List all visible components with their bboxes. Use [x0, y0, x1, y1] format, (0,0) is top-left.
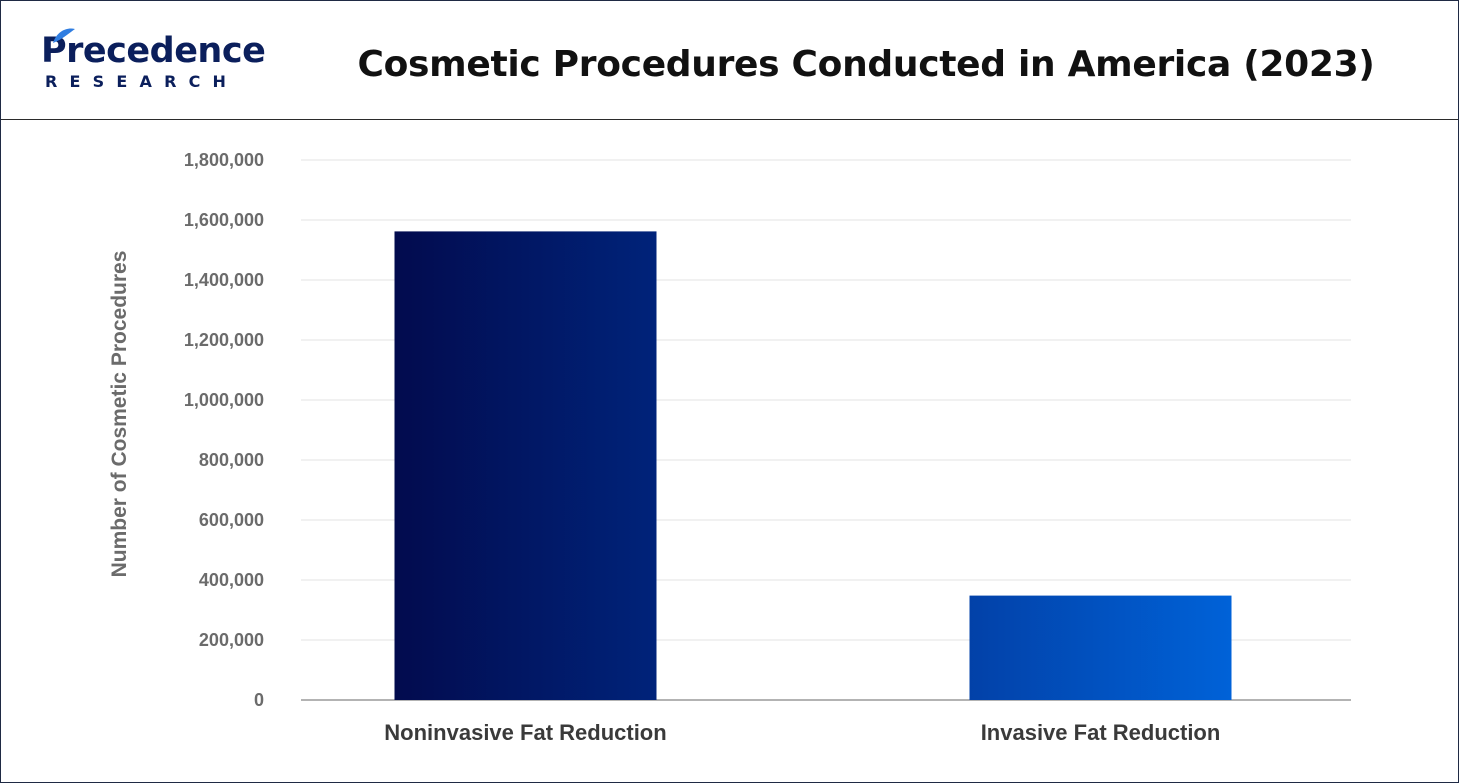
y-tick-label: 600,000: [199, 510, 264, 530]
y-axis-label: Number of Cosmetic Procedures: [108, 251, 131, 578]
y-tick-label: 1,200,000: [184, 330, 264, 350]
x-axis-categories: Noninvasive Fat Reduction Invasive Fat Re…: [384, 720, 1220, 745]
bars: [394, 231, 1232, 700]
bar-noninvasive: [394, 231, 657, 700]
y-tick-label: 800,000: [199, 450, 264, 470]
y-tick-label: 1,600,000: [184, 210, 264, 230]
bar-invasive: [969, 595, 1232, 700]
brand-subtitle: RESEARCH: [45, 72, 239, 91]
y-tick-label: 1,400,000: [184, 270, 264, 290]
leaf-icon: [53, 28, 75, 43]
y-tick-label: 200,000: [199, 630, 264, 650]
brand-name: Precedence: [41, 31, 266, 71]
x-category-label: Invasive Fat Reduction: [981, 720, 1221, 745]
bar-chart: 0 200,000 400,000 600,000 800,000 1,000,000 1,…: [108, 150, 1351, 745]
x-category-label: Noninvasive Fat Reduction: [384, 720, 666, 745]
brand-logo: Precedence RESEARCH: [41, 28, 266, 101]
y-tick-label: 1,000,000: [184, 390, 264, 410]
y-axis-ticks: 0 200,000 400,000 600,000 800,000 1,000,000 1,…: [184, 150, 264, 710]
y-tick-label: 1,800,000: [184, 150, 264, 170]
y-tick-label: 400,000: [199, 570, 264, 590]
chart-title: Cosmetic Procedures Conducted in America…: [357, 44, 1375, 85]
header: Precedence RESEARCH Cosmetic Procedures …: [1, 1, 1458, 120]
y-tick-label: 0: [254, 690, 264, 710]
